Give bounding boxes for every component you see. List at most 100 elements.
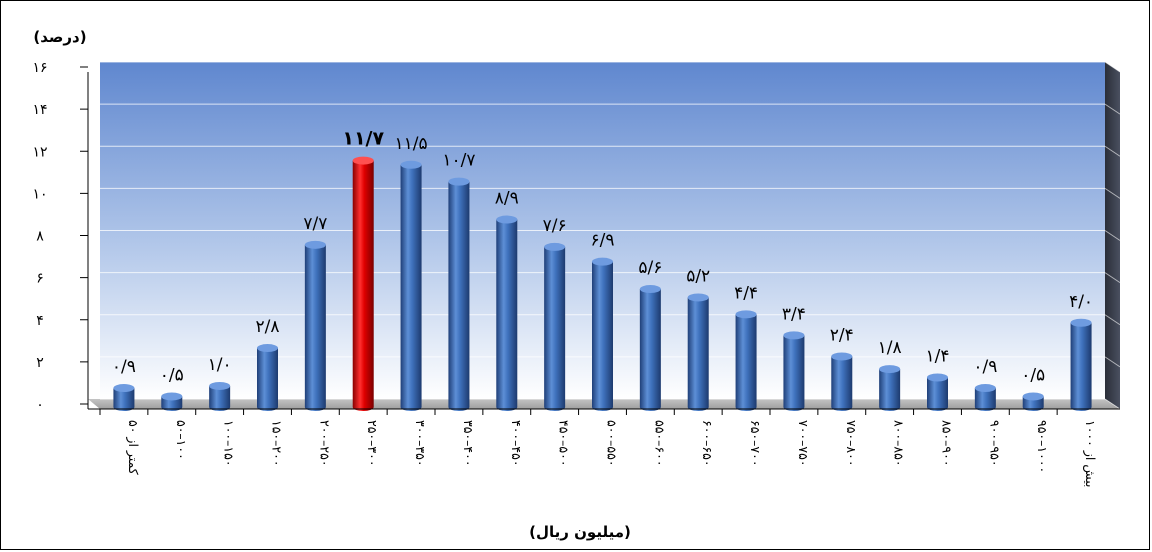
bar [735,314,757,411]
bar [400,164,422,411]
bar-top [1022,392,1044,401]
bar [783,335,805,411]
data-label: ۱/۸ [878,338,902,358]
x-tick-label: ۵۵۰–۶۰۰ [652,420,667,467]
bar-top [879,365,901,374]
bar-top [113,384,135,393]
data-label: ۸/۹ [495,189,519,209]
x-tick-label: ۵۰۰–۵۵۰ [605,420,620,467]
data-label: ۲/۸ [256,317,280,337]
bar [639,289,661,411]
x-tick-label: ۱۵۰–۲۰۰ [270,420,285,467]
bar [209,385,231,411]
bar-top [687,293,709,302]
x-tick-label: ۸۰۰–۸۵۰ [892,420,907,467]
x-tick-label: ۴۰۰–۴۵۰ [509,420,524,467]
data-label: ۱۱/۵ [395,134,428,154]
y-tick-label: ۲ [36,355,44,371]
gridline-side [1104,356,1121,368]
bar [257,348,278,411]
bar-top [257,344,278,353]
x-tick-label: ۶۰۰–۶۵۰ [700,420,715,467]
bar [592,261,613,411]
data-label: ۱/۴ [926,347,950,367]
gridline-side [1104,398,1121,410]
bar [161,396,183,411]
y-tick-label: ۱۶ [32,60,47,76]
data-label: ۴/۰ [1069,292,1093,312]
data-label: ۰/۹ [973,357,997,377]
bar-top [783,331,805,340]
data-label: ۷/۶ [543,216,567,236]
bar [113,388,135,411]
bar [927,377,948,411]
data-labels: ۰/۹ ۰/۵ ۱/۰ ۲/۸ ۷/۷ ۱۱/۷ ۱۱/۵ ۱۰/۷ ۸/۹ ۷/۶ ۶/۹ ۵/۶ ۵… [112,128,1093,386]
data-label: ۵/۲ [686,266,710,286]
bar-top [496,215,518,224]
bar-top [544,242,566,251]
y-tick-label: ۶ [36,271,44,287]
gridline-side [1104,314,1121,326]
gridline-side [1104,145,1121,157]
bars [113,156,1092,411]
data-label: ۱/۰ [208,355,232,375]
data-label: ۶/۹ [591,231,615,251]
x-tick-label: ۳۵۰–۴۰۰ [461,420,476,467]
bar [879,369,901,411]
y-tick-label: ۰ [36,397,44,413]
bar [544,246,566,411]
y-tick-label: ۴ [36,313,44,329]
x-tick-label: ۵۰–۱۰۰ [174,420,189,460]
bar-top [400,160,422,169]
x-tick-label: ۱۰۰–۱۵۰ [222,420,237,467]
x-tick-label: ۷۰۰–۷۵۰ [796,420,811,467]
data-label: ۰/۵ [1021,365,1045,385]
bar [1070,322,1092,411]
data-label: ۷/۷ [303,214,327,234]
data-label: ۱۰/۷ [442,151,475,171]
bar-top [831,352,853,361]
x-tick-label: بیش از ۱۰۰۰ [1082,420,1098,488]
gridline-side [1104,103,1121,115]
bar-top [448,177,470,186]
x-tick-label: کمتر از ۵۰ [125,420,141,475]
x-axis: کمتر از ۵۰ ۵۰–۱۰۰ ۱۰۰–۱۵۰ ۱۵۰–۲۰۰ ۲۰۰–۲۵۰ ۲۵۰… [88,408,1120,488]
bar-top [304,240,326,249]
bar-top [974,384,996,393]
x-tick-label: ۷۵۰–۸۰۰ [844,420,859,467]
bar-top [592,257,613,266]
gridline-side [1104,272,1121,284]
bar-top [161,392,183,401]
data-label: ۰/۵ [160,365,184,385]
bar [496,219,518,411]
data-label: ۰/۹ [112,357,136,377]
bar-top [352,156,374,165]
x-tick-label: ۹۰۰–۹۵۰ [987,420,1002,467]
gridline-side [1104,187,1121,199]
bar-top [735,310,757,319]
bar [304,244,326,411]
bar [974,388,996,411]
gridline-side [1104,61,1121,73]
y-tick-label: ۱۲ [32,144,47,160]
data-label: ۱۱/۷ [342,128,384,150]
bar-top [927,373,948,382]
y-axis-label: (درصد) [33,28,86,46]
data-label: ۴/۴ [734,283,758,303]
x-tick-label: ۲۵۰–۳۰۰ [365,420,380,467]
bar-top [639,285,661,294]
bar-top [209,381,231,390]
y-tick-label: ۱۰ [32,186,47,202]
y-tick-label: ۸ [36,229,44,245]
x-tick-label: ۴۵۰–۵۰۰ [557,420,572,467]
bar [1022,396,1044,411]
bar [448,181,470,411]
x-tick-label: ۶۵۰–۷۰۰ [748,420,763,467]
bar-highlight [352,160,374,411]
data-label: ۲/۴ [830,325,854,345]
data-label: ۳/۴ [782,304,806,324]
bar [831,356,853,411]
bar [687,297,709,411]
x-tick-label: ۹۵۰–۱۰۰۰ [1035,420,1050,473]
